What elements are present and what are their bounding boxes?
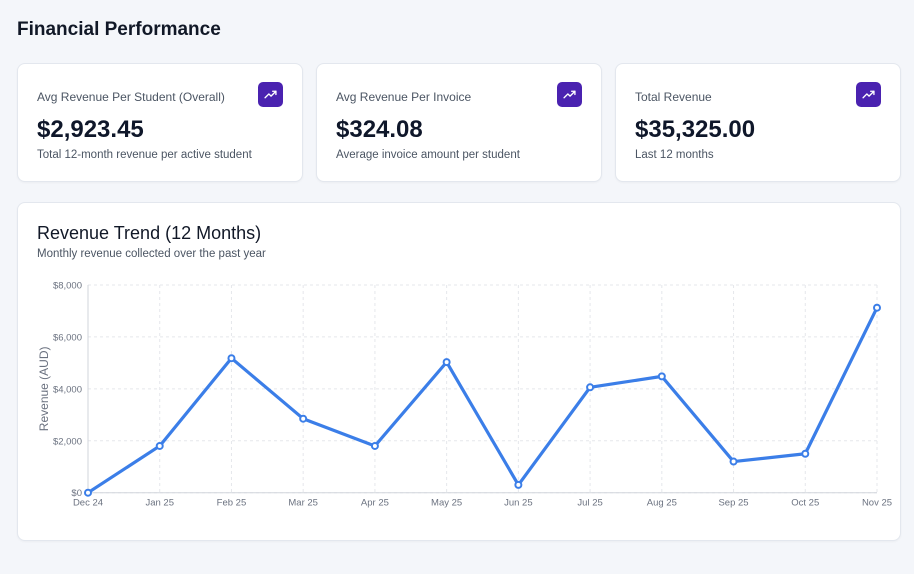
kpi-subtext: Total 12-month revenue per active studen… bbox=[37, 149, 252, 161]
kpi-subtext: Last 12 months bbox=[635, 149, 714, 161]
kpi-value: $324.08 bbox=[336, 116, 423, 143]
kpi-value: $35,325.00 bbox=[635, 116, 756, 143]
kpi-subtext: Average invoice amount per student bbox=[336, 149, 520, 161]
revenue-trend-card: Revenue Trend (12 Months) Monthly revenu… bbox=[17, 202, 901, 541]
trending-up-icon bbox=[557, 82, 582, 107]
page-title: Financial Performance bbox=[17, 19, 221, 40]
kpi-label: Avg Revenue Per Student (Overall) bbox=[37, 90, 225, 104]
kpi-card-avg-revenue-per-invoice: Avg Revenue Per Invoice $324.08 Average … bbox=[316, 63, 602, 182]
kpi-card-avg-revenue-per-student: Avg Revenue Per Student (Overall) $2,923… bbox=[17, 63, 303, 182]
trending-up-icon bbox=[258, 82, 283, 107]
kpi-label: Total Revenue bbox=[635, 90, 712, 104]
kpi-value: $2,923.45 bbox=[37, 116, 144, 143]
trending-up-icon bbox=[856, 82, 881, 107]
chart-title: Revenue Trend (12 Months) bbox=[37, 223, 262, 243]
kpi-card-total-revenue: Total Revenue $35,325.00 Last 12 months bbox=[615, 63, 901, 182]
chart-subtitle: Monthly revenue collected over the past … bbox=[37, 248, 266, 260]
kpi-label: Avg Revenue Per Invoice bbox=[336, 90, 472, 104]
